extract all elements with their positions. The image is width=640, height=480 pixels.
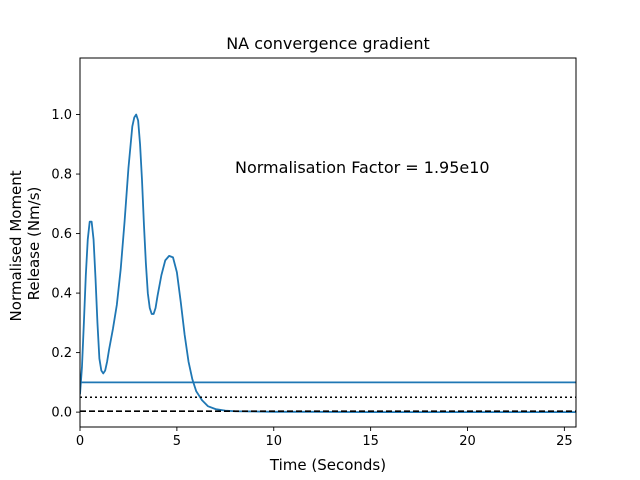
y-axis: 0.0 0.2 0.4 0.6 0.8 1.0 [51, 108, 80, 421]
y-axis-label: Normalised Moment Release (Nm/s) [7, 166, 43, 322]
y-axis-label-line-2: Release (Nm/s) [25, 187, 43, 301]
x-axis-label: Time (Seconds) [269, 456, 386, 474]
y-axis-label-line-1: Normalised Moment [7, 170, 25, 321]
x-tick-label: 10 [265, 434, 282, 449]
y-tick-label: 0.2 [51, 346, 72, 361]
plot-frame [79, 57, 577, 428]
chart-title: NA convergence gradient [226, 34, 430, 53]
x-tick-label: 15 [362, 434, 379, 449]
y-tick-label: 0.8 [51, 168, 72, 183]
y-tick-label: 0.4 [51, 287, 72, 302]
normalisation-annotation: Normalisation Factor = 1.95e10 [235, 158, 490, 177]
y-tick-label: 1.0 [51, 108, 72, 123]
x-axis: 0 5 10 15 20 25 [76, 427, 573, 449]
x-tick-label: 25 [556, 434, 573, 449]
x-tick-label: 5 [173, 434, 181, 449]
x-tick-label: 20 [459, 434, 476, 449]
y-tick-label: 0.0 [51, 406, 72, 421]
x-tick-label: 0 [76, 434, 84, 449]
plot-area [80, 113, 576, 414]
y-tick-label: 0.6 [51, 227, 72, 242]
series-line-1 [80, 113, 576, 414]
